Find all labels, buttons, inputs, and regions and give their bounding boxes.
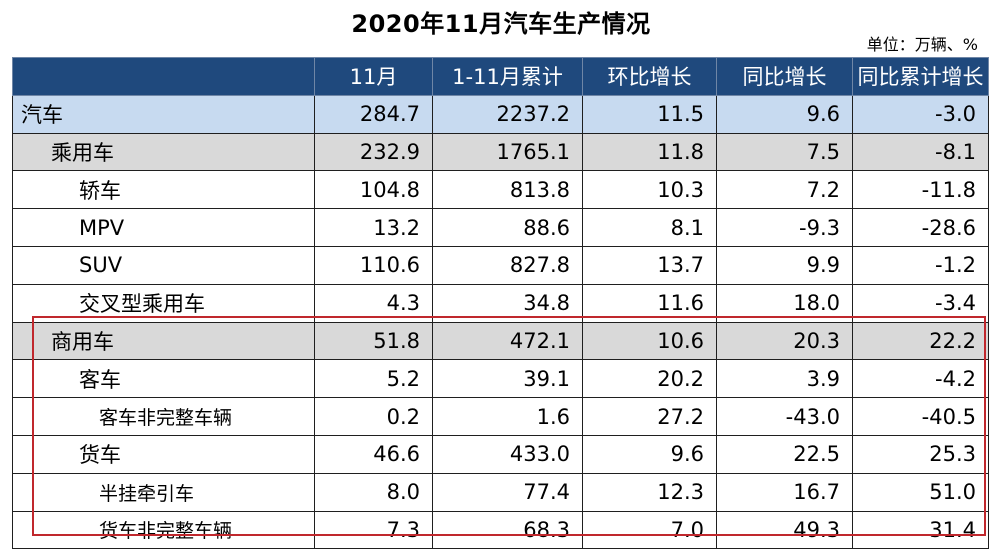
yoy-cumulative-growth-cell: -40.5 [852, 397, 989, 436]
month-cell: 104.8 [314, 170, 433, 210]
table-row: 货车 46.6 433.0 9.6 22.5 25.3 [12, 434, 989, 474]
label-cell: 轿车 [12, 170, 315, 210]
label-cell: 汽车 [12, 94, 315, 134]
mom-growth-cell: 10.6 [582, 321, 717, 361]
mom-growth-cell: 13.7 [582, 245, 717, 285]
label-cell: 半挂牵引车 [12, 472, 315, 512]
yoy-growth-cell: -9.3 [716, 208, 853, 247]
mom-growth-cell: 7.0 [582, 510, 717, 549]
header-yoy-cumulative-growth: 同比累计增长 [852, 57, 989, 96]
yoy-cumulative-growth-cell: -3.0 [852, 94, 989, 134]
production-table: 11月 1-11月累计 环比增长 同比增长 同比累计增长 汽车 284.7 2237… [12, 57, 989, 549]
header-month: 11月 [314, 57, 433, 96]
yoy-growth-cell: 3.9 [716, 359, 853, 399]
label-cell: 货车非完整车辆 [12, 510, 315, 549]
table-row: MPV 13.2 88.6 8.1 -9.3 -28.6 [12, 208, 989, 247]
header-cumulative: 1-11月累计 [432, 57, 583, 96]
month-cell: 8.0 [314, 472, 433, 512]
label-cell: 客车非完整车辆 [12, 397, 315, 436]
mom-growth-cell: 8.1 [582, 208, 717, 247]
label-cell: 客车 [12, 359, 315, 399]
label-cell: 乘用车 [12, 132, 315, 172]
mom-growth-cell: 27.2 [582, 397, 717, 436]
cumulative-cell: 39.1 [432, 359, 583, 399]
cumulative-cell: 88.6 [432, 208, 583, 247]
yoy-growth-cell: 22.5 [716, 434, 853, 474]
table-row: 汽车 284.7 2237.2 11.5 9.6 -3.0 [12, 94, 989, 134]
table-row: 交叉型乘用车 4.3 34.8 11.6 18.0 -3.4 [12, 283, 989, 323]
mom-growth-cell: 12.3 [582, 472, 717, 512]
table-row: 客车 5.2 39.1 20.2 3.9 -4.2 [12, 359, 989, 399]
yoy-cumulative-growth-cell: -28.6 [852, 208, 989, 247]
table-row: SUV 110.6 827.8 13.7 9.9 -1.2 [12, 245, 989, 285]
label-cell: SUV [12, 245, 315, 285]
yoy-growth-cell: 7.2 [716, 170, 853, 210]
month-cell: 13.2 [314, 208, 433, 247]
yoy-cumulative-growth-cell: -1.2 [852, 245, 989, 285]
table-row: 轿车 104.8 813.8 10.3 7.2 -11.8 [12, 170, 989, 210]
table-row: 客车非完整车辆 0.2 1.6 27.2 -43.0 -40.5 [12, 397, 989, 436]
mom-growth-cell: 11.5 [582, 94, 717, 134]
cumulative-cell: 77.4 [432, 472, 583, 512]
month-cell: 110.6 [314, 245, 433, 285]
yoy-cumulative-growth-cell: -4.2 [852, 359, 989, 399]
table-row: 货车非完整车辆 7.3 68.3 7.0 49.3 31.4 [12, 510, 989, 549]
cumulative-cell: 433.0 [432, 434, 583, 474]
month-cell: 284.7 [314, 94, 433, 134]
mom-growth-cell: 10.3 [582, 170, 717, 210]
label-cell: MPV [12, 208, 315, 247]
cumulative-cell: 472.1 [432, 321, 583, 361]
yoy-growth-cell: 20.3 [716, 321, 853, 361]
month-cell: 7.3 [314, 510, 433, 549]
yoy-cumulative-growth-cell: 31.4 [852, 510, 989, 549]
month-cell: 46.6 [314, 434, 433, 474]
mom-growth-cell: 11.8 [582, 132, 717, 172]
yoy-growth-cell: 9.6 [716, 94, 853, 134]
mom-growth-cell: 20.2 [582, 359, 717, 399]
yoy-growth-cell: -43.0 [716, 397, 853, 436]
month-cell: 5.2 [314, 359, 433, 399]
yoy-cumulative-growth-cell: 51.0 [852, 472, 989, 512]
yoy-cumulative-growth-cell: -8.1 [852, 132, 989, 172]
yoy-growth-cell: 9.9 [716, 245, 853, 285]
unit-note: 单位：万辆、% [866, 35, 978, 54]
cumulative-cell: 1765.1 [432, 132, 583, 172]
label-cell: 货车 [12, 434, 315, 474]
yoy-cumulative-growth-cell: -3.4 [852, 283, 989, 323]
cumulative-cell: 68.3 [432, 510, 583, 549]
label-cell: 商用车 [12, 321, 315, 361]
yoy-cumulative-growth-cell: -11.8 [852, 170, 989, 210]
header-category [12, 57, 315, 96]
header-mom-growth: 环比增长 [582, 57, 717, 96]
table-header-row: 11月 1-11月累计 环比增长 同比增长 同比累计增长 [12, 57, 989, 96]
mom-growth-cell: 9.6 [582, 434, 717, 474]
cumulative-cell: 1.6 [432, 397, 583, 436]
yoy-growth-cell: 16.7 [716, 472, 853, 512]
cumulative-cell: 827.8 [432, 245, 583, 285]
cumulative-cell: 2237.2 [432, 94, 583, 134]
month-cell: 4.3 [314, 283, 433, 323]
yoy-cumulative-growth-cell: 25.3 [852, 434, 989, 474]
cumulative-cell: 813.8 [432, 170, 583, 210]
table-row: 商用车 51.8 472.1 10.6 20.3 22.2 [12, 321, 989, 361]
yoy-growth-cell: 18.0 [716, 283, 853, 323]
table-row: 乘用车 232.9 1765.1 11.8 7.5 -8.1 [12, 132, 989, 172]
yoy-growth-cell: 49.3 [716, 510, 853, 549]
cumulative-cell: 34.8 [432, 283, 583, 323]
yoy-cumulative-growth-cell: 22.2 [852, 321, 989, 361]
page-title: 2020年11月汽车生产情况 [351, 10, 651, 38]
header-yoy-growth: 同比增长 [716, 57, 853, 96]
table-row: 半挂牵引车 8.0 77.4 12.3 16.7 51.0 [12, 472, 989, 512]
month-cell: 232.9 [314, 132, 433, 172]
month-cell: 0.2 [314, 397, 433, 436]
mom-growth-cell: 11.6 [582, 283, 717, 323]
label-cell: 交叉型乘用车 [12, 283, 315, 323]
yoy-growth-cell: 7.5 [716, 132, 853, 172]
month-cell: 51.8 [314, 321, 433, 361]
